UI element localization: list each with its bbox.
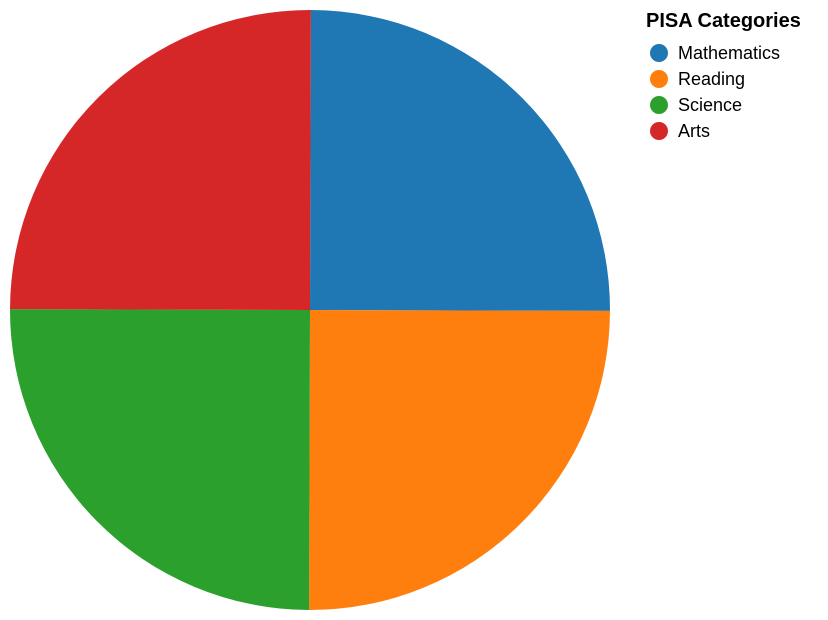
pie-slice-arts	[10, 9, 311, 310]
pie-slice-reading	[309, 310, 610, 611]
pie-slice-science	[9, 309, 310, 610]
legend-item-science: Science	[650, 95, 742, 115]
legend-label-mathematics: Mathematics	[678, 43, 780, 63]
legend-label-arts: Arts	[678, 121, 710, 141]
legend-item-reading: Reading	[650, 69, 745, 89]
legend-item-mathematics: Mathematics	[650, 43, 780, 63]
legend-symbol-reading	[650, 70, 668, 88]
legend-label-reading: Reading	[678, 69, 745, 89]
legend-label-science: Science	[678, 95, 742, 115]
legend-symbol-mathematics	[650, 44, 668, 62]
legend: PISA Categories Mathematics Reading Scienc…	[646, 10, 801, 141]
legend-title: PISA Categories	[646, 10, 801, 32]
legend-items: Mathematics Reading Science Arts	[650, 43, 780, 141]
pie-slices	[9, 9, 611, 611]
legend-symbol-science	[650, 96, 668, 114]
legend-symbol-arts	[650, 122, 668, 140]
pie-slice-mathematics	[310, 10, 611, 311]
legend-item-arts: Arts	[650, 121, 710, 141]
